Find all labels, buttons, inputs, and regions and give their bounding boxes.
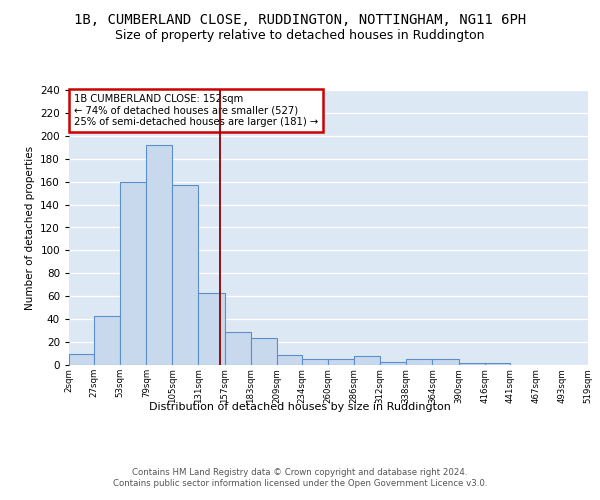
Bar bbox=[69, 354, 94, 365]
Bar bbox=[251, 338, 277, 365]
Bar bbox=[277, 354, 302, 365]
Y-axis label: Number of detached properties: Number of detached properties bbox=[25, 146, 35, 310]
Text: Size of property relative to detached houses in Ruddington: Size of property relative to detached ho… bbox=[115, 29, 485, 42]
Bar bbox=[380, 362, 406, 365]
Bar bbox=[354, 356, 380, 365]
Text: Contains HM Land Registry data © Crown copyright and database right 2024.
Contai: Contains HM Land Registry data © Crown c… bbox=[113, 468, 487, 487]
Bar bbox=[146, 145, 172, 365]
Bar bbox=[94, 316, 120, 365]
Bar bbox=[302, 360, 328, 365]
Text: 1B CUMBERLAND CLOSE: 152sqm
← 74% of detached houses are smaller (527)
25% of se: 1B CUMBERLAND CLOSE: 152sqm ← 74% of det… bbox=[74, 94, 319, 128]
Bar bbox=[406, 360, 433, 365]
Bar bbox=[458, 362, 485, 365]
Bar bbox=[485, 362, 509, 365]
Bar bbox=[328, 360, 354, 365]
Bar bbox=[172, 185, 199, 365]
Text: 1B, CUMBERLAND CLOSE, RUDDINGTON, NOTTINGHAM, NG11 6PH: 1B, CUMBERLAND CLOSE, RUDDINGTON, NOTTIN… bbox=[74, 12, 526, 26]
Bar bbox=[224, 332, 251, 365]
Bar bbox=[199, 293, 224, 365]
Bar bbox=[120, 182, 146, 365]
Bar bbox=[433, 360, 458, 365]
Text: Distribution of detached houses by size in Ruddington: Distribution of detached houses by size … bbox=[149, 402, 451, 412]
